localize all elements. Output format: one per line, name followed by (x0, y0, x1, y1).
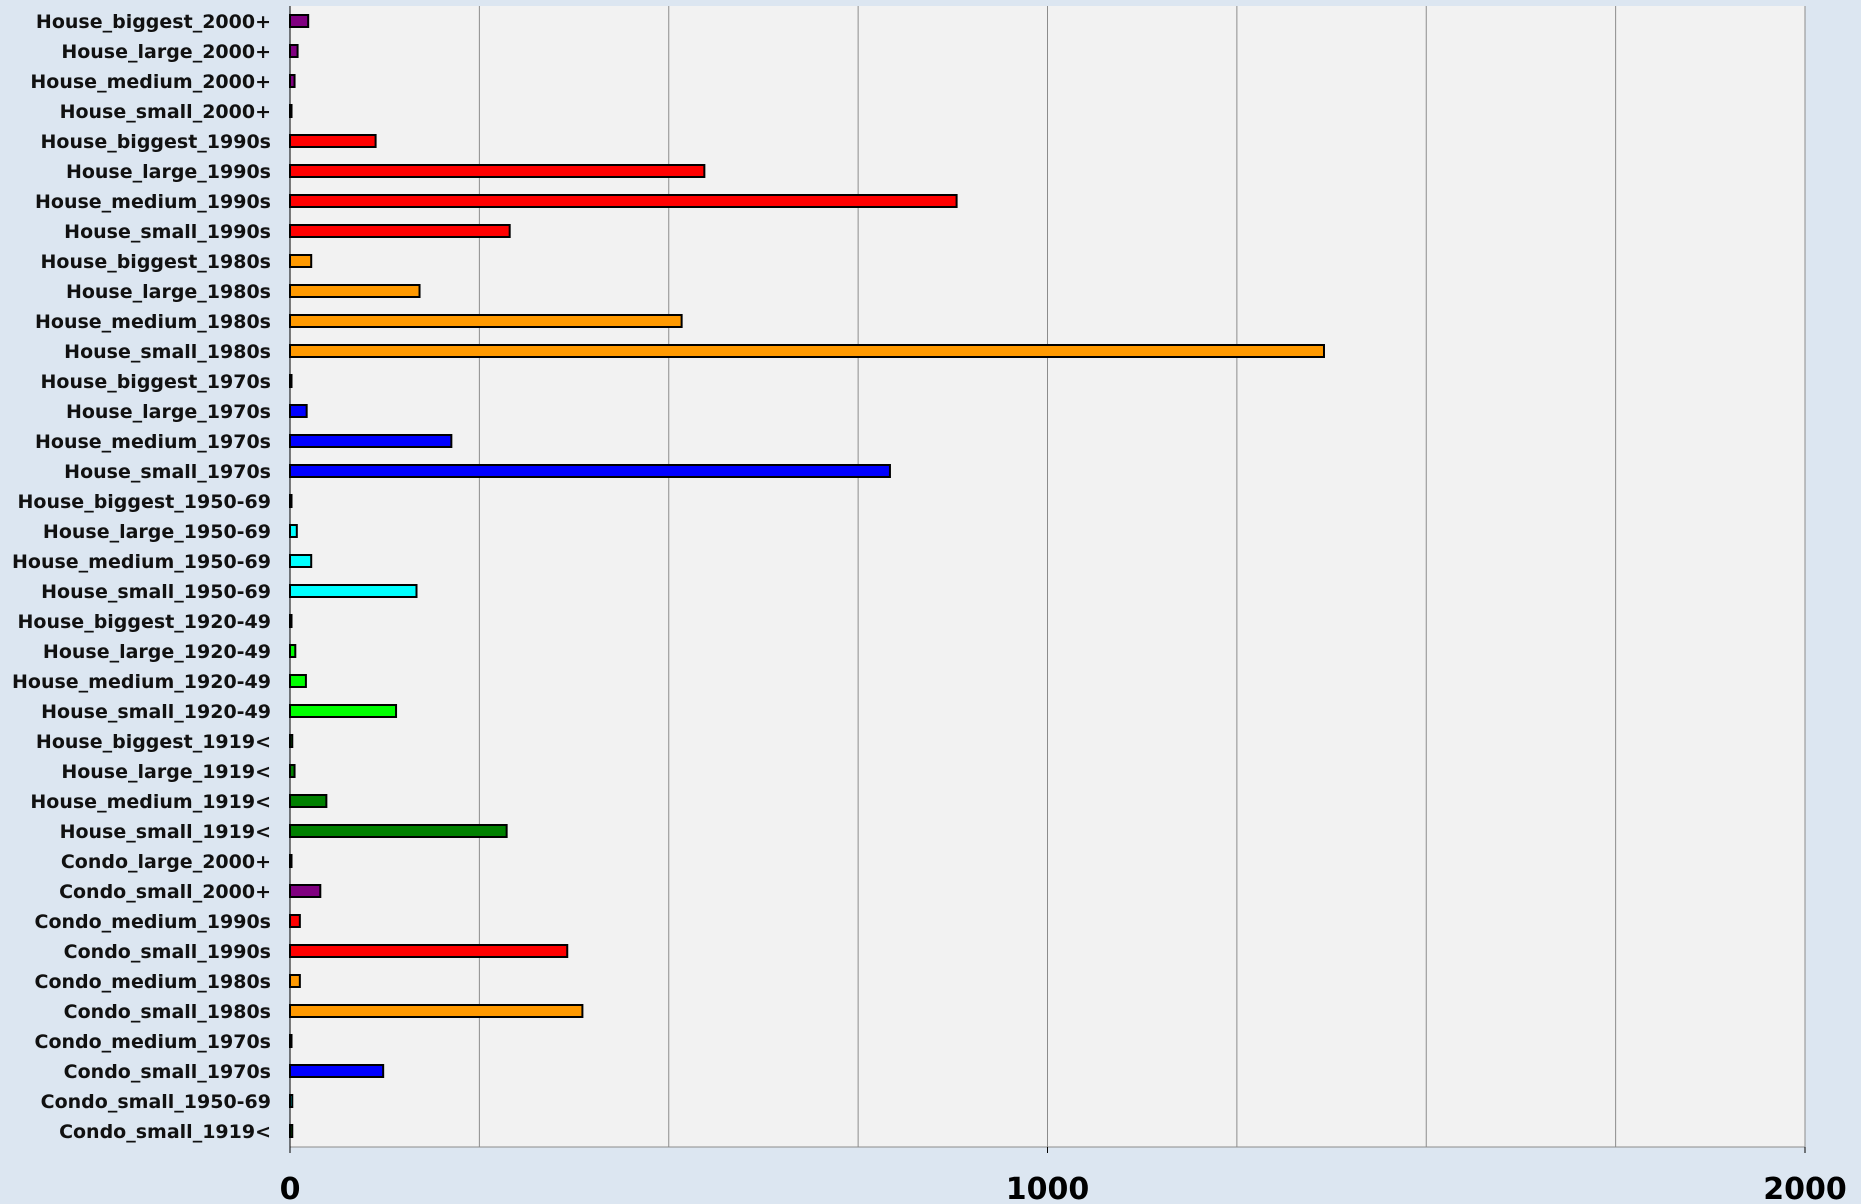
bar-House_large_1950-69 (289, 524, 298, 538)
category-label: House_biggest_1920-49 (18, 611, 271, 633)
bar-House_small_2000+ (289, 104, 293, 118)
category-labels: House_biggest_2000+ House_large_2000+ Hous… (12, 11, 271, 1143)
category-label: Condo_large_2000+ (61, 851, 271, 873)
bar-House_medium_1980s (289, 314, 683, 328)
category-label: House_medium_1919< (30, 791, 271, 813)
category-label: House_small_1950-69 (41, 581, 271, 603)
bar-House_biggest_1990s (289, 134, 377, 148)
bar-House_medium_1970s (289, 434, 453, 448)
bar-Condo_small_1990s (289, 944, 569, 958)
bar-House_medium_1950-69 (289, 554, 313, 568)
gridlines (290, 6, 1806, 1148)
category-label: House_biggest_1919< (36, 731, 271, 753)
category-label: House_medium_1980s (35, 311, 271, 333)
bar-Condo_medium_1970s (289, 1034, 293, 1048)
category-label: House_biggest_2000+ (36, 11, 271, 33)
category-label: Condo_small_1950-69 (41, 1091, 271, 1113)
bar-Condo_small_1970s (289, 1064, 385, 1078)
bar-House_biggest_1920-49 (289, 614, 293, 628)
category-label: House_small_2000+ (60, 101, 271, 123)
bar-House_medium_1920-49 (289, 674, 307, 688)
category-label: Condo_medium_1990s (35, 911, 272, 933)
bar-House_large_1919< (289, 764, 296, 778)
category-label: House_medium_1920-49 (12, 671, 271, 693)
bar-Condo_small_2000+ (289, 884, 322, 898)
bar-House_medium_2000+ (289, 74, 296, 88)
category-label: House_medium_1990s (35, 191, 271, 213)
category-label: Condo_small_2000+ (59, 881, 271, 903)
category-label: Condo_medium_1970s (35, 1031, 272, 1053)
bar-House_small_1950-69 (289, 584, 418, 598)
bar-House_biggest_2000+ (289, 14, 310, 28)
bar-House_small_1919< (289, 824, 508, 838)
category-label: House_large_2000+ (61, 41, 271, 63)
x-axis-ticks: 0 1000 2000 (280, 1147, 1847, 1204)
category-label: House_medium_1950-69 (12, 551, 271, 573)
x-tick-label: 2000 (1763, 1172, 1847, 1204)
bar-House_biggest_1980s (289, 254, 313, 268)
bar-Condo_small_1950-69 (289, 1094, 294, 1108)
category-label: House_small_1919< (60, 821, 271, 843)
category-label: House_large_1980s (66, 281, 271, 303)
category-label: House_large_1950-69 (43, 521, 271, 543)
category-label: House_small_1920-49 (41, 701, 271, 723)
bar-House_large_1920-49 (289, 644, 297, 658)
category-label: House_large_1920-49 (43, 641, 271, 663)
bar-Condo_medium_1980s (289, 974, 301, 988)
bar-House_large_2000+ (289, 44, 299, 58)
bar-Condo_small_1980s (289, 1004, 584, 1018)
category-label: House_small_1990s (64, 221, 271, 243)
category-label: Condo_small_1990s (64, 941, 271, 963)
bar-House_large_1990s (289, 164, 706, 178)
category-label: House_small_1980s (64, 341, 271, 363)
bar-House_biggest_1950-69 (289, 494, 293, 508)
category-label: House_large_1990s (66, 161, 271, 183)
bar-Condo_medium_1990s (289, 914, 301, 928)
category-label: House_large_1970s (66, 401, 271, 423)
bar-House_small_1990s (289, 224, 511, 238)
category-label: House_biggest_1990s (41, 131, 271, 153)
category-label: House_medium_2000+ (30, 71, 271, 93)
category-label: House_biggest_1980s (41, 251, 271, 273)
category-label: House_small_1970s (64, 461, 271, 483)
bar-House_medium_1990s (289, 194, 958, 208)
bar-Condo_large_2000+ (289, 854, 293, 868)
bar-House_biggest_1970s (289, 374, 293, 388)
category-label: House_large_1919< (61, 761, 271, 783)
bar-House_biggest_1919< (289, 734, 294, 748)
category-label: Condo_small_1970s (64, 1061, 271, 1083)
bar-House_large_1970s (289, 404, 308, 418)
bar-House_large_1980s (289, 284, 421, 298)
bars (289, 14, 1325, 1138)
bar-House_small_1970s (289, 464, 891, 478)
category-label: Condo_medium_1980s (35, 971, 272, 993)
category-label: Condo_small_1919< (59, 1121, 271, 1143)
bar-House_medium_1919< (289, 794, 328, 808)
category-label: House_medium_1970s (35, 431, 271, 453)
category-label: Condo_small_1980s (64, 1001, 271, 1023)
bar-House_small_1980s (289, 344, 1325, 358)
x-tick-label: 0 (280, 1172, 301, 1204)
x-tick-label: 1000 (1006, 1172, 1090, 1204)
category-label: House_biggest_1970s (41, 371, 271, 393)
bar-House_small_1920-49 (289, 704, 398, 718)
category-label: House_biggest_1950-69 (18, 491, 271, 513)
bar-Condo_small_1919< (289, 1124, 294, 1138)
